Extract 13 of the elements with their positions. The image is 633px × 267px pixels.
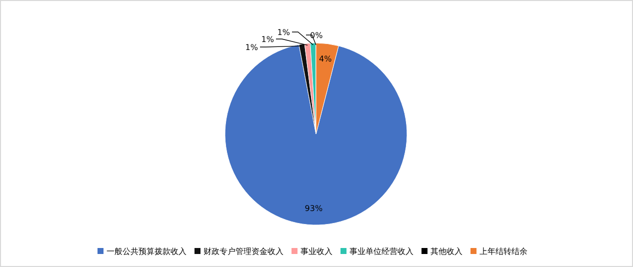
data-label: 93% xyxy=(304,204,323,214)
legend-label: 上年结转结余 xyxy=(480,247,528,256)
legend-label: 其他收入 xyxy=(430,247,462,256)
legend-label: 一般公共预算拨款收入 xyxy=(106,247,186,256)
data-label: 1% xyxy=(277,28,290,37)
data-label: 1% xyxy=(261,35,274,44)
legend-label: 事业收入 xyxy=(300,247,332,256)
pie-slice xyxy=(224,44,408,226)
legend-label: 事业单位经营收入 xyxy=(350,247,414,256)
data-label: 4% xyxy=(319,54,332,64)
legend-label: 财政专户管理资金收入 xyxy=(204,247,284,256)
data-label: 1% xyxy=(245,43,258,52)
text: 0% xyxy=(310,31,323,40)
